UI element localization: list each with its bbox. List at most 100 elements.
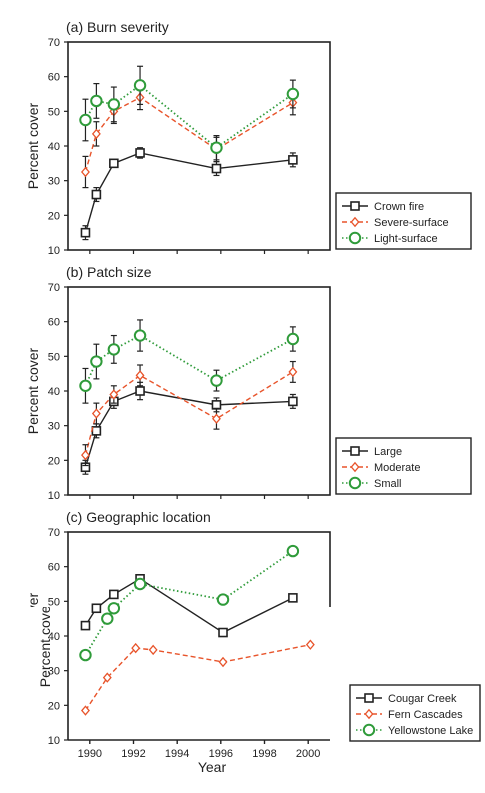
data-point: [135, 370, 145, 381]
y-tick-label: 20: [48, 455, 60, 467]
data-point: [109, 589, 119, 600]
data-point: [107, 343, 121, 356]
legend-label: Crown fire: [374, 201, 424, 213]
data-point: [288, 593, 298, 603]
legend-marker: [350, 461, 360, 473]
data-point: [102, 672, 112, 683]
data-point: [305, 639, 315, 650]
data-point: [218, 656, 228, 668]
data-point: [131, 642, 141, 654]
data-point: [91, 607, 102, 614]
data-point: [107, 607, 121, 615]
y-tick-label: 30: [48, 421, 60, 433]
data-point: [81, 166, 90, 178]
data-point: [148, 644, 158, 656]
data-point: [101, 612, 114, 625]
y-axis-label: Percent cover: [25, 102, 41, 189]
y-tick-label: 70: [48, 527, 60, 539]
data-point: [216, 593, 230, 606]
legend-label: Small: [374, 478, 402, 490]
y-tick-label: 50: [48, 106, 60, 118]
legend-marker: [350, 446, 360, 456]
y-tick-label: 20: [48, 210, 60, 222]
data-point: [79, 113, 92, 127]
legend-label: Light-surface: [374, 233, 438, 245]
x-tick-label: 1994: [165, 748, 189, 760]
y-tick-label: 70: [48, 37, 60, 49]
panel-title: (a) Burn severity: [66, 19, 169, 35]
x-tick-label: 1998: [252, 748, 276, 760]
data-point: [218, 627, 228, 638]
data-point: [212, 413, 221, 424]
data-point: [79, 379, 92, 392]
series-line: [84, 371, 294, 456]
series-lower-0: [80, 607, 277, 638]
data-point: [211, 400, 222, 410]
data-point: [91, 189, 102, 200]
data-point: [288, 366, 298, 378]
data-point: [109, 389, 119, 400]
legend-label: Yellowstone Lake: [388, 725, 473, 737]
data-point: [210, 374, 223, 387]
legend-marker: [364, 693, 374, 703]
y-tick-label: 10: [48, 490, 60, 502]
legend-marker: [350, 216, 360, 228]
y-tick-label: 50: [48, 351, 60, 363]
legend-label: Large: [374, 446, 402, 458]
y-tick-label: 40: [48, 631, 60, 643]
series-2: [79, 319, 300, 404]
data-point: [288, 155, 298, 165]
series-2: [79, 65, 300, 161]
y-tick-label: 40: [48, 141, 60, 153]
data-point: [211, 163, 222, 174]
legend-label: Severe-surface: [374, 217, 449, 229]
data-point: [135, 386, 145, 396]
data-point: [135, 148, 145, 158]
panel-1: (b) Patch size 10 20 30 40 50 60 70 Percent cove…: [25, 264, 472, 502]
legend-marker: [362, 723, 376, 737]
data-point: [133, 79, 147, 92]
legend-marker: [364, 708, 374, 720]
data-point: [79, 648, 92, 662]
data-point: [81, 705, 90, 716]
data-point: [91, 426, 102, 436]
series-lower-2: [79, 607, 121, 662]
panel-title: (c) Geographic location: [66, 509, 211, 525]
y-tick-label: 30: [48, 176, 60, 188]
x-axis-label: Year: [198, 759, 227, 775]
data-point: [210, 141, 223, 154]
data-point: [91, 408, 101, 419]
data-point: [133, 577, 147, 591]
data-point: [107, 98, 121, 111]
legend: Cougar Creek Fern Cascades Yellowstone Lak…: [349, 684, 481, 742]
y-tick-label: 60: [48, 72, 60, 84]
legend: Crown fire Severe-surface Light-surface: [335, 192, 472, 250]
data-point: [81, 449, 90, 461]
panel-title: (b) Patch size: [66, 264, 152, 280]
x-tick-label: 2000: [296, 748, 320, 760]
data-point: [80, 620, 91, 631]
data-point: [80, 227, 91, 238]
data-point: [133, 329, 147, 342]
series-line: [84, 643, 311, 711]
data-point: [91, 128, 101, 140]
data-point: [288, 396, 298, 407]
legend-marker: [348, 476, 362, 490]
legend: Large Moderate Small: [335, 437, 472, 495]
y-tick-label: 30: [48, 666, 60, 678]
y-tick-label: 50: [48, 596, 60, 608]
x-tick-label: 1990: [78, 748, 102, 760]
x-tick-label: 1992: [121, 748, 145, 760]
y-tick-label: 20: [48, 700, 60, 712]
legend-marker: [350, 201, 360, 211]
series-1: [81, 360, 298, 467]
y-tick-label: 60: [48, 317, 60, 329]
legend-label: Fern Cascades: [388, 709, 463, 721]
y-tick-label: 60: [48, 562, 60, 574]
data-point: [286, 544, 300, 558]
series-line: [84, 550, 294, 656]
data-point: [109, 158, 119, 169]
series-0: [80, 147, 298, 241]
data-point: [286, 87, 300, 101]
